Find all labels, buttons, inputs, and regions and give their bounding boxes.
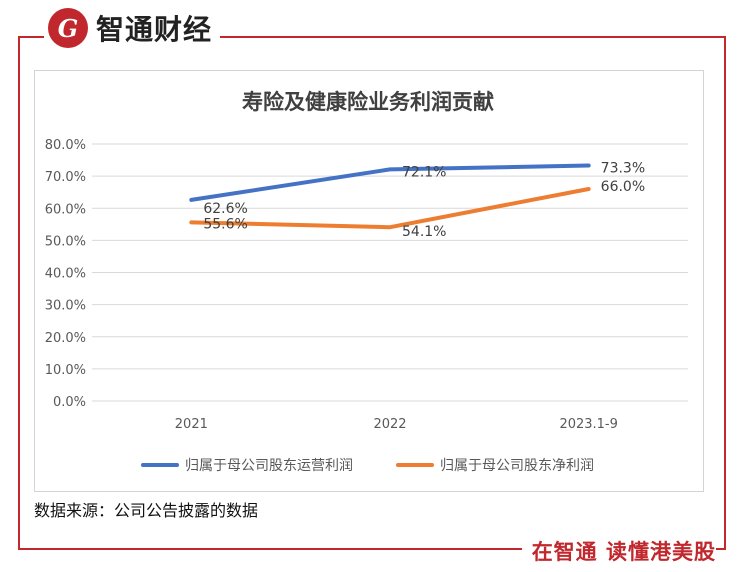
y-tick-label: 80.0% [45,138,86,153]
x-tick-label: 2022 [373,417,406,432]
data-label: 72.1% [402,164,446,180]
data-label: 62.6% [203,201,247,217]
x-tick-label: 2021 [175,417,208,432]
data-label: 66.0% [601,179,645,195]
data-source: 数据来源：公司公告披露的数据 [34,501,259,520]
chart-title: 寿险及健康险业务利润贡献 [242,90,494,114]
legend-label: 归属于母公司股东净利润 [440,457,594,474]
footer-slogan: 在智通 读懂港美股 [521,536,716,566]
y-tick-label: 0.0% [53,395,86,410]
series-line [189,186,591,230]
x-tick-label: 2023.1-9 [559,417,617,432]
frame-top-left [18,36,48,38]
data-label: 54.1% [402,224,446,240]
legend-label: 归属于母公司股东运营利润 [185,457,353,474]
y-tick-label: 20.0% [45,331,86,346]
frame-top-right [190,36,726,38]
y-tick-label: 50.0% [45,234,86,249]
series-line [189,163,591,202]
brand-logo: G 智通财经 [44,8,221,48]
chart-panel [34,70,704,492]
data-label: 73.3% [601,161,645,177]
frame-right [724,36,726,550]
y-tick-label: 10.0% [45,363,86,378]
y-tick-label: 30.0% [45,299,86,314]
y-tick-label: 70.0% [45,170,86,185]
data-label: 55.6% [203,216,247,232]
brand-logo-icon: G [48,8,88,48]
brand-name: 智通财经 [96,13,213,46]
frame-left [18,36,20,550]
frame-bottom [18,548,726,550]
y-tick-label: 60.0% [45,202,86,217]
y-tick-label: 40.0% [45,267,86,282]
